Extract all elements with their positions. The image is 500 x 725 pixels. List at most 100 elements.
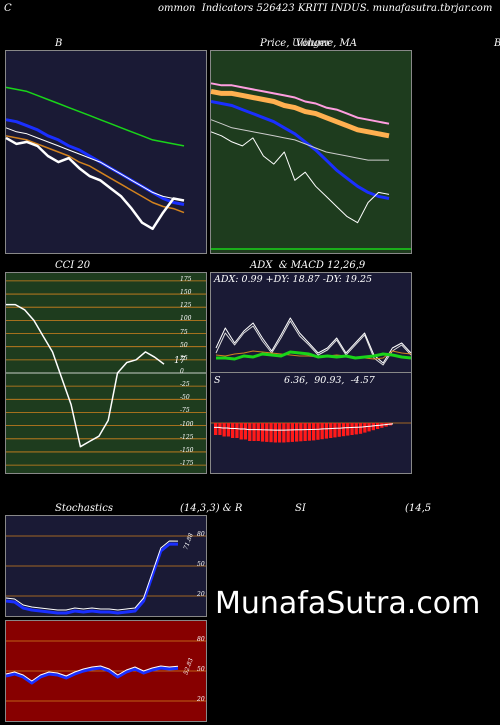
macd-panel [210, 372, 412, 474]
cci-tick-label: -125 [180, 433, 194, 441]
macd-bar [286, 423, 290, 443]
bollinger-panel [5, 50, 207, 254]
macd-bar [312, 423, 316, 441]
cci-chart [6, 280, 206, 466]
price-series-0 [210, 100, 390, 200]
cci-tick-label: -175 [180, 460, 194, 468]
price-ma-chart [210, 82, 411, 250]
rsi-title: SI [295, 503, 306, 514]
macd-bar [231, 423, 235, 438]
adx-line [216, 350, 412, 361]
macd-letter: S [214, 375, 221, 386]
adx-macd-title: ADX & MACD 12,26,9 [250, 260, 366, 271]
macd-bar [269, 423, 273, 443]
macd-bar [277, 423, 282, 443]
macd-bar [218, 423, 222, 435]
macd-bar [307, 423, 312, 441]
macd-bar [265, 423, 269, 442]
cci-last-value: 17 [174, 356, 186, 367]
macd-bar [376, 423, 380, 429]
macd-bar [337, 423, 341, 437]
rsi-chart [5, 640, 206, 702]
macd-bar [299, 423, 303, 442]
cci-line [6, 303, 165, 448]
cci-tick-label: 75 [180, 328, 188, 336]
rsi-panel: 80 50 20 52.83 [5, 620, 207, 722]
macd-bar [214, 423, 218, 435]
macd-values: 6.36, 90.93, -4.57 [284, 375, 375, 386]
macd-bar [273, 423, 277, 443]
macd-bar [320, 423, 324, 440]
macd-bar [333, 423, 337, 438]
stoch-title: Stochastics [55, 503, 113, 514]
brand-watermark: MunafaSutra.com [215, 586, 481, 621]
macd-bar [243, 423, 248, 440]
macd-bar [354, 423, 358, 435]
price-ma-panel [210, 50, 412, 254]
cci-tick-label: -150 [180, 446, 194, 454]
macd-bar [295, 423, 299, 442]
macd-bar [226, 423, 231, 437]
macd-bar [222, 423, 226, 437]
macd-bar [324, 423, 329, 439]
cci-tick-label: -75 [180, 407, 190, 415]
price-series-3 [210, 119, 389, 161]
macd-chart [211, 422, 411, 443]
bollinger-title: B [55, 38, 63, 49]
rsi-params: (14,5 [405, 503, 432, 514]
stoch-k-line [5, 542, 179, 615]
rsi-line [5, 666, 179, 685]
price-series-1 [210, 88, 390, 139]
cci-tick-label: -50 [180, 394, 190, 402]
stoch-chart [5, 535, 206, 615]
stoch-d-line [5, 540, 179, 611]
macd-bar [235, 423, 239, 438]
rsi-signal-line [5, 665, 179, 682]
macd-bar [316, 423, 320, 440]
macd-bar [363, 423, 367, 433]
macd-bar [346, 423, 350, 436]
macd-bar [260, 423, 265, 442]
rsi-tick-label: 80 [197, 636, 205, 643]
stoch-tick-label: 80 [197, 531, 205, 538]
macd-bar [329, 423, 333, 438]
macd-bar [282, 423, 286, 443]
cci-title: CCI 20 [55, 260, 91, 271]
stoch-panel: 80 50 20 71.88 [5, 515, 207, 617]
cci-tick-label: 25 [180, 354, 188, 362]
macd-bar [303, 423, 307, 441]
cci-tick-label: -100 [180, 420, 194, 428]
price-ma-overlap-text: Ulinger [292, 38, 331, 49]
macd-bar [248, 423, 252, 441]
cci-tick-label: 150 [180, 289, 192, 297]
macd-bar [341, 423, 346, 437]
bollinger-series-2 [5, 127, 185, 201]
cci-tick-label: -25 [180, 381, 190, 389]
adx-values: ADX: 0.99 +DY: 18.87 -DY: 19.25 [214, 274, 373, 285]
price-ma-right-letter: B [494, 38, 500, 49]
bollinger-series-1 [5, 118, 185, 206]
adx-plus-di-line [215, 320, 412, 366]
stoch-tick-label: 20 [197, 591, 205, 598]
rsi-tick-label: 20 [197, 696, 205, 703]
page-title: ommon Indicators 526423 KRITI INDUS. mun… [158, 3, 493, 14]
stoch-params: (14,3,3) & R [180, 503, 243, 514]
cci-tick-label: 125 [180, 302, 192, 310]
price-series-4 [210, 131, 390, 224]
macd-bar [367, 423, 371, 432]
bollinger-chart [5, 86, 185, 231]
macd-bar [256, 423, 260, 441]
macd-bar [290, 423, 294, 442]
stoch-tick-label: 50 [197, 561, 205, 568]
macd-bar [239, 423, 243, 440]
macd-signal-line [214, 423, 394, 431]
cci-tick-label: 175 [180, 275, 192, 283]
cci-tick-label: 0 [180, 368, 184, 375]
cci-panel: 175 150 125 100 75 50 25 0 -25 -50 -75 -100 -125 -150… [5, 272, 207, 474]
bollinger-series-0 [5, 86, 185, 147]
header-letter: C [4, 3, 12, 14]
price-series-2 [210, 82, 390, 125]
macd-bar [358, 423, 363, 434]
rsi-tick-label: 50 [197, 666, 205, 673]
macd-bar [252, 423, 256, 441]
